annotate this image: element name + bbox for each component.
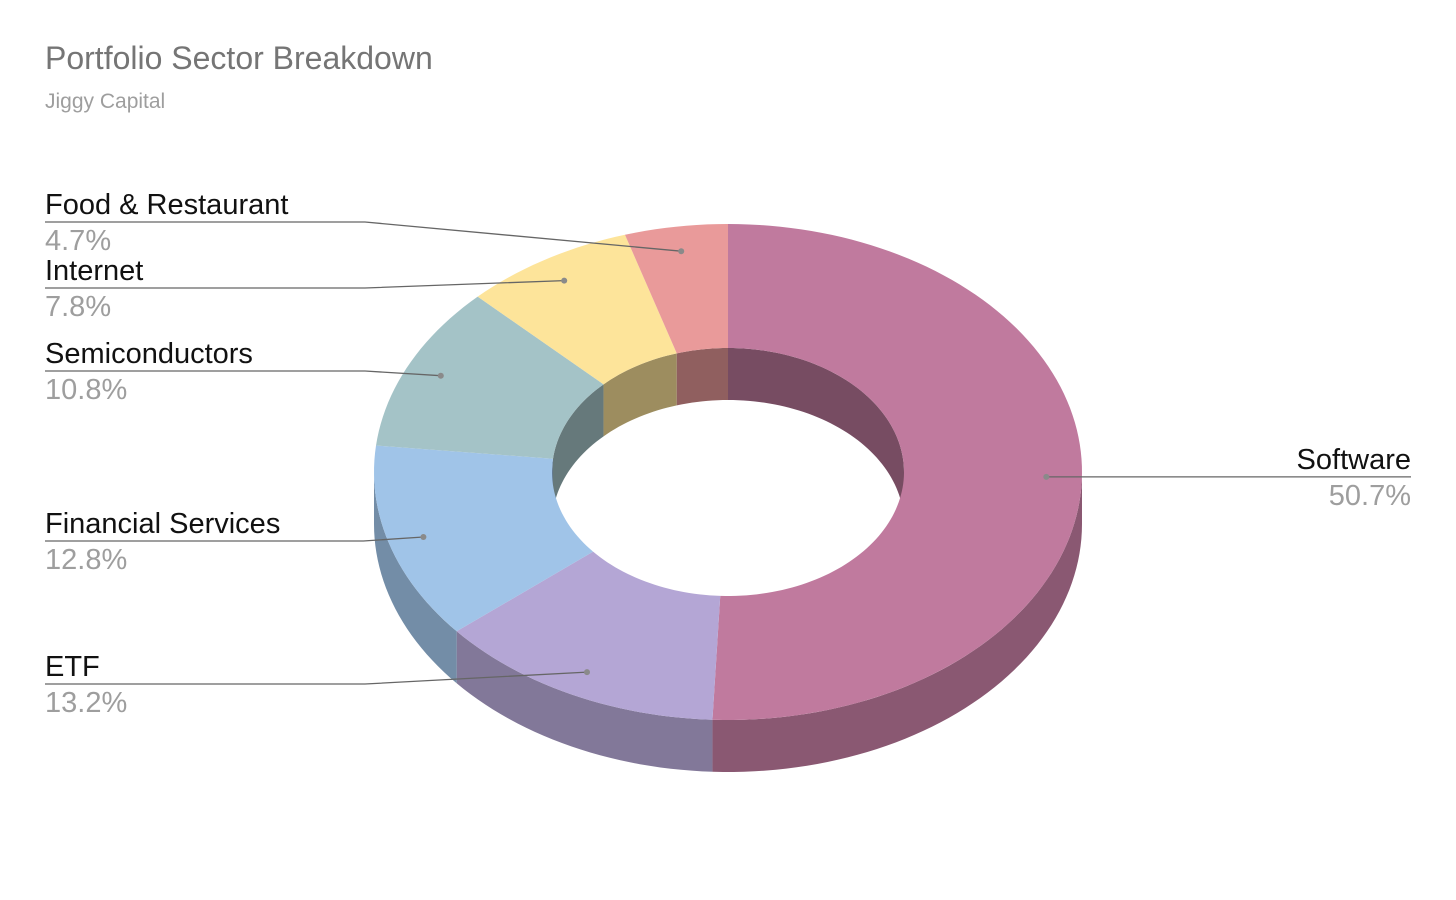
inner-wall-software xyxy=(728,348,904,524)
value-label-internet: 7.8% xyxy=(45,291,111,323)
leader-dot-internet xyxy=(561,277,568,284)
slice-internet[interactable] xyxy=(477,234,677,385)
leader-dot-semiconductors xyxy=(437,372,444,379)
label-financial-services: Financial Services xyxy=(45,508,280,540)
leader-dot-food-restaurant xyxy=(678,248,685,255)
leader-dot-software xyxy=(1043,473,1050,480)
donut-labels: Software 50.7% ETF 13.2% Financial Services 1… xyxy=(45,189,1411,719)
leader-line-financial-services xyxy=(45,536,424,542)
slice-financial-services[interactable] xyxy=(374,445,594,632)
label-food-restaurant: Food & Restaurant xyxy=(45,189,288,221)
label-internet: Internet xyxy=(45,255,143,287)
donut-top xyxy=(374,224,1082,720)
donut-sides xyxy=(374,348,1082,772)
slice-software[interactable] xyxy=(712,224,1082,720)
chart-title: Portfolio Sector Breakdown xyxy=(45,40,433,76)
value-label-semiconductors: 10.8% xyxy=(45,374,127,406)
slice-food-restaurant[interactable] xyxy=(624,224,728,354)
label-semiconductors: Semiconductors xyxy=(45,338,253,370)
outer-wall-etf xyxy=(456,631,713,772)
outer-wall-financial-services xyxy=(374,472,457,684)
chart-subtitle: Jiggy Capital xyxy=(45,90,166,113)
slice-etf[interactable] xyxy=(456,551,721,720)
leader-line-semiconductors xyxy=(45,370,441,377)
value-label-software: 50.7% xyxy=(1329,480,1411,512)
label-software: Software xyxy=(1297,444,1411,476)
inner-wall-food-restaurant xyxy=(676,348,728,406)
leader-line-internet xyxy=(45,279,565,289)
outer-wall-software xyxy=(712,472,1082,772)
value-label-food-restaurant: 4.7% xyxy=(45,225,111,257)
leader-dot-financial-services xyxy=(420,534,427,540)
inner-wall-internet xyxy=(603,353,677,437)
slice-semiconductors[interactable] xyxy=(376,296,604,459)
leader-line-etf xyxy=(45,671,588,685)
label-etf: ETF xyxy=(45,651,100,683)
leader-dot-etf xyxy=(584,669,590,676)
leader-line-food-restaurant xyxy=(45,221,682,252)
inner-wall-semiconductors xyxy=(553,384,604,511)
value-label-etf: 13.2% xyxy=(45,687,127,719)
value-label-financial-services: 12.8% xyxy=(45,544,127,576)
